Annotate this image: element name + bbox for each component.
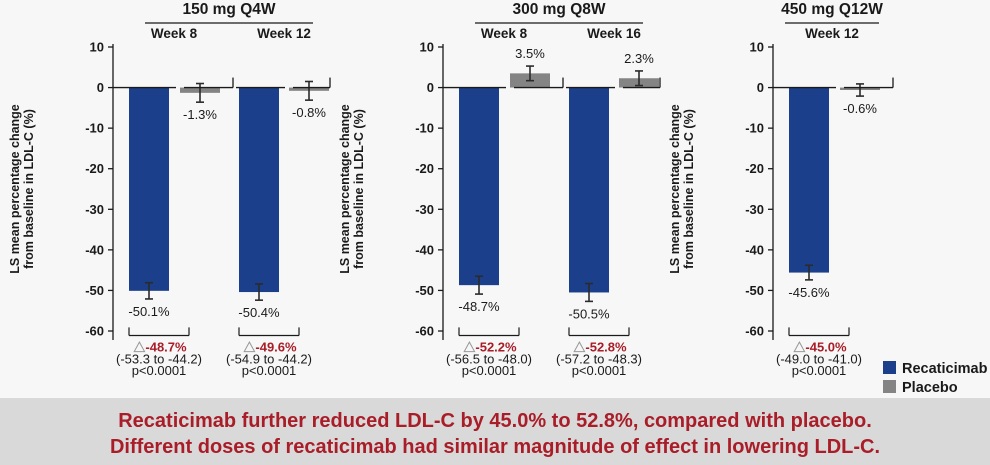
svg-text:0: 0	[757, 80, 764, 95]
svg-text:LS mean percentage change: LS mean percentage change	[668, 104, 682, 274]
svg-text:10: 10	[420, 40, 434, 55]
svg-text:-10: -10	[85, 121, 104, 136]
svg-text:-40: -40	[745, 242, 764, 257]
svg-text:300 mg Q8W: 300 mg Q8W	[512, 1, 605, 18]
svg-text:-50.1%: -50.1%	[128, 304, 170, 319]
svg-text:-50: -50	[745, 283, 764, 298]
svg-text:Week 8: Week 8	[481, 26, 528, 41]
svg-text:p<0.0001: p<0.0001	[462, 363, 517, 378]
svg-text:3.5%: 3.5%	[515, 46, 545, 61]
svg-text:2.3%: 2.3%	[624, 51, 654, 66]
svg-text:150 mg Q4W: 150 mg Q4W	[182, 1, 275, 18]
svg-text:-60: -60	[415, 324, 434, 339]
svg-text:-50: -50	[415, 283, 434, 298]
svg-text:from baseline in LDL-C (%): from baseline in LDL-C (%)	[352, 109, 366, 269]
svg-text:p<0.0001: p<0.0001	[572, 363, 627, 378]
svg-text:-10: -10	[745, 121, 764, 136]
svg-text:Week 16: Week 16	[587, 26, 641, 41]
svg-text:-40: -40	[85, 242, 104, 257]
svg-text:-0.6%: -0.6%	[843, 101, 877, 116]
svg-text:10: 10	[90, 40, 104, 55]
svg-text:10: 10	[750, 40, 764, 55]
svg-text:-60: -60	[745, 324, 764, 339]
svg-text:p<0.0001: p<0.0001	[792, 363, 847, 378]
svg-text:-10: -10	[415, 121, 434, 136]
svg-text:-0.8%: -0.8%	[292, 105, 326, 120]
svg-text:-48.7%: -48.7%	[458, 299, 500, 314]
svg-text:-40: -40	[415, 242, 434, 257]
svg-text:from baseline in LDL-C (%): from baseline in LDL-C (%)	[22, 109, 36, 269]
svg-text:-60: -60	[85, 324, 104, 339]
svg-text:Week 12: Week 12	[805, 26, 859, 41]
svg-text:Placebo: Placebo	[902, 380, 958, 396]
svg-text:Week 12: Week 12	[257, 26, 311, 41]
svg-text:from baseline in LDL-C (%): from baseline in LDL-C (%)	[682, 109, 696, 269]
svg-text:-1.3%: -1.3%	[183, 107, 217, 122]
svg-text:-30: -30	[415, 202, 434, 217]
svg-text:-50.4%: -50.4%	[238, 305, 280, 320]
svg-text:-50: -50	[85, 283, 104, 298]
svg-text:-30: -30	[745, 202, 764, 217]
svg-text:-30: -30	[85, 202, 104, 217]
svg-text:-20: -20	[745, 161, 764, 176]
svg-text:-20: -20	[85, 161, 104, 176]
svg-text:Week 8: Week 8	[151, 26, 198, 41]
svg-text:0: 0	[97, 80, 104, 95]
svg-text:-20: -20	[415, 161, 434, 176]
svg-text:LS mean percentage change: LS mean percentage change	[8, 104, 22, 274]
svg-text:p<0.0001: p<0.0001	[242, 363, 297, 378]
svg-text:LS mean percentage change: LS mean percentage change	[338, 104, 352, 274]
svg-text:p<0.0001: p<0.0001	[132, 363, 187, 378]
svg-text:450 mg Q12W: 450 mg Q12W	[781, 1, 883, 18]
svg-text:-50.5%: -50.5%	[568, 306, 610, 321]
svg-text:-45.6%: -45.6%	[788, 285, 830, 300]
svg-text:Recaticimab: Recaticimab	[902, 361, 988, 377]
svg-text:0: 0	[427, 80, 434, 95]
